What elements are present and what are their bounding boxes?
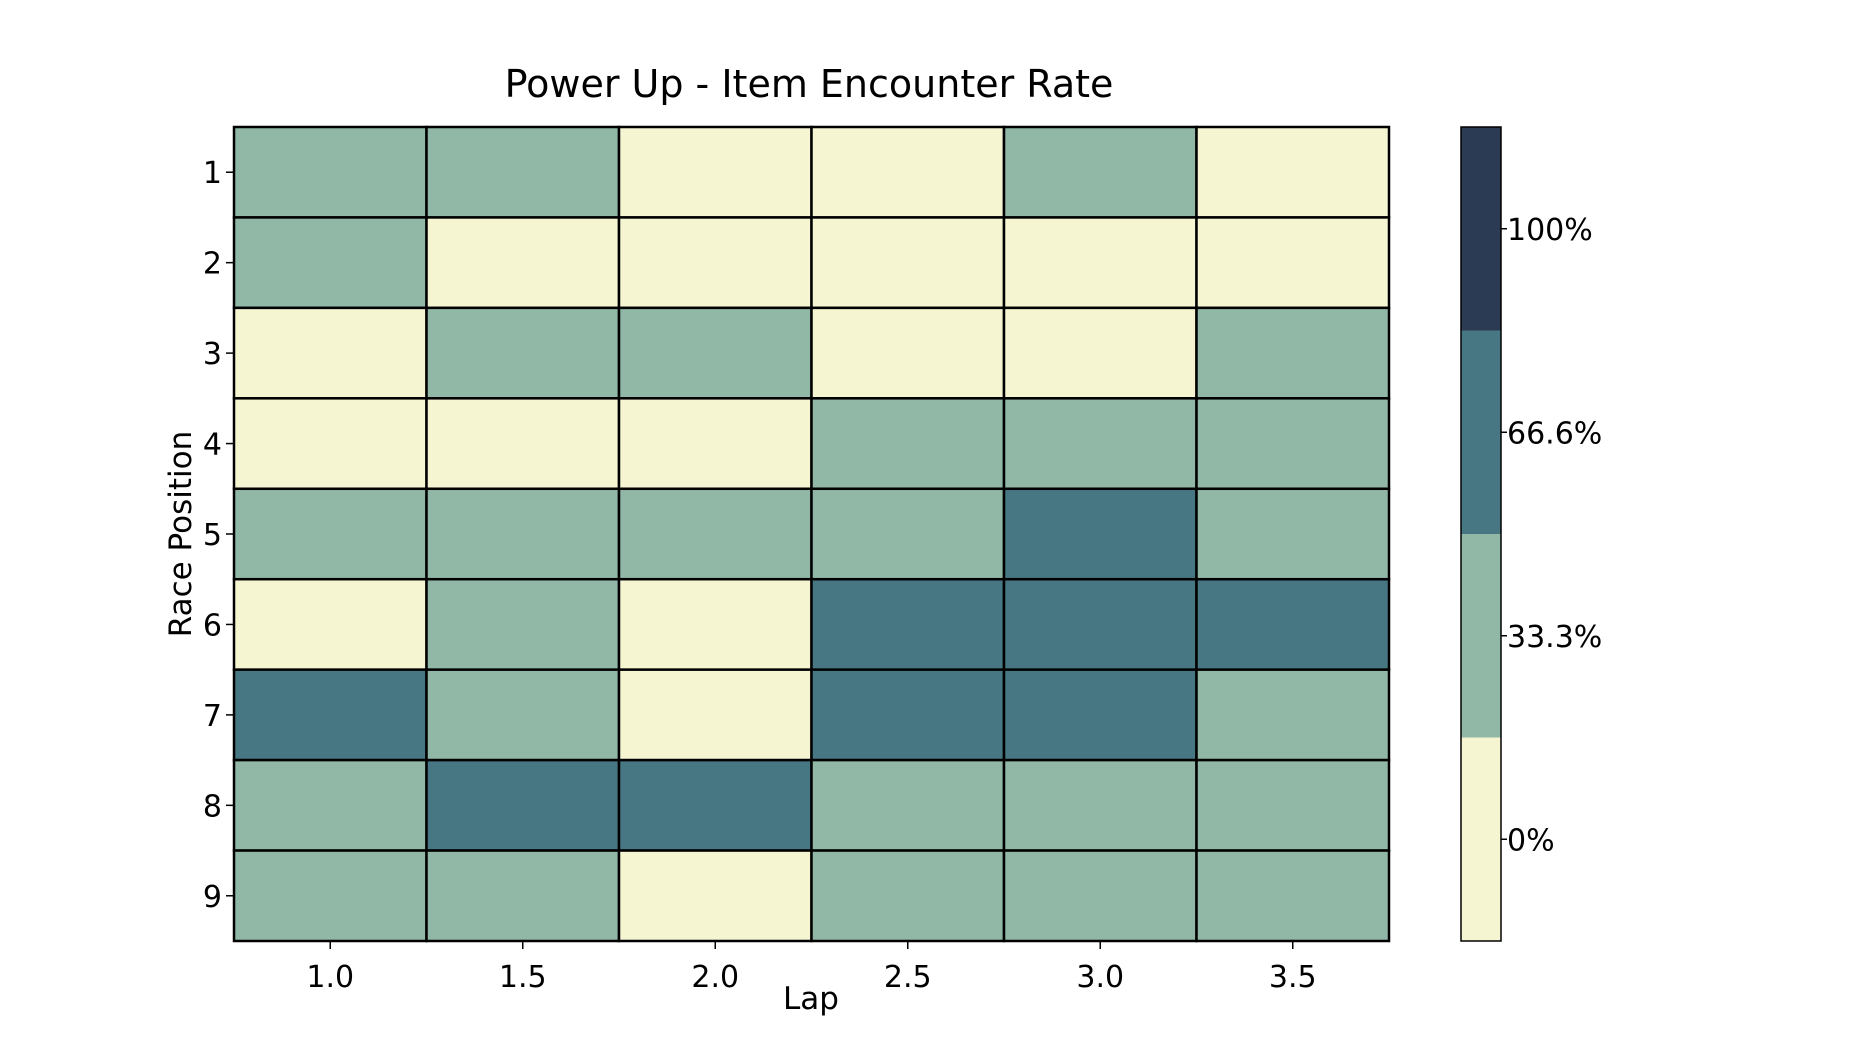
heatmap-cell bbox=[1195, 125, 1391, 219]
colorbar-label: 0% bbox=[1507, 823, 1555, 858]
heatmap-cell bbox=[1002, 668, 1198, 762]
y-tick-label: 9 bbox=[203, 880, 222, 915]
heatmap-cell bbox=[810, 758, 1006, 852]
heatmap-cell bbox=[1002, 487, 1198, 581]
heatmap-cell bbox=[810, 849, 1006, 943]
heatmap-cell bbox=[617, 668, 813, 762]
heatmap-cell bbox=[1002, 306, 1198, 400]
x-axis-ticks: 1.0 1.5 2.0 2.5 3.0 3.5 bbox=[306, 941, 1317, 995]
heatmap-cell bbox=[425, 577, 621, 671]
x-tick-label: 3.0 bbox=[1076, 960, 1124, 995]
heatmap-cell bbox=[232, 758, 428, 852]
heatmap-cell bbox=[1002, 397, 1198, 491]
y-tick-label: 7 bbox=[203, 699, 222, 734]
heatmap-cell bbox=[425, 216, 621, 310]
chart-title: Power Up - Item Encounter Rate bbox=[505, 62, 1114, 106]
heatmap-cell bbox=[425, 125, 621, 219]
heatmap-cell bbox=[810, 125, 1006, 219]
heatmap-cell bbox=[617, 306, 813, 400]
y-axis-ticks: 1 2 3 4 5 6 7 8 9 bbox=[203, 156, 234, 915]
x-axis-label: Lap bbox=[783, 981, 839, 1017]
heatmap-cell bbox=[232, 487, 428, 581]
colorbar-label: 33.3% bbox=[1507, 620, 1602, 655]
heatmap-cell bbox=[232, 397, 428, 491]
heatmap-cell bbox=[232, 306, 428, 400]
heatmap-cell bbox=[617, 397, 813, 491]
heatmap-cell bbox=[810, 306, 1006, 400]
heatmap-cell bbox=[617, 849, 813, 943]
heatmap-cell bbox=[1002, 849, 1198, 943]
x-tick-label: 1.0 bbox=[306, 960, 354, 995]
heatmap-cell bbox=[1002, 758, 1198, 852]
colorbar-segment bbox=[1461, 534, 1501, 738]
heatmap-cell bbox=[617, 577, 813, 671]
heatmap-cell bbox=[810, 216, 1006, 310]
heatmap-cells bbox=[232, 125, 1391, 943]
x-tick-label: 2.0 bbox=[691, 960, 739, 995]
heatmap-cell bbox=[1195, 216, 1391, 310]
y-tick-label: 2 bbox=[203, 247, 222, 282]
heatmap-cell bbox=[617, 487, 813, 581]
heatmap-cell bbox=[810, 397, 1006, 491]
y-tick-label: 8 bbox=[203, 789, 222, 824]
heatmap-cell bbox=[425, 668, 621, 762]
colorbar-label: 66.6% bbox=[1507, 416, 1602, 451]
heatmap-cell bbox=[1195, 306, 1391, 400]
heatmap-cell bbox=[617, 758, 813, 852]
heatmap-cell bbox=[425, 849, 621, 943]
y-tick-label: 5 bbox=[203, 518, 222, 553]
heatmap-cell bbox=[810, 668, 1006, 762]
x-tick-label: 2.5 bbox=[884, 960, 932, 995]
colorbar-label: 100% bbox=[1507, 213, 1593, 248]
colorbar-segment bbox=[1461, 737, 1501, 941]
heatmap-cell bbox=[425, 306, 621, 400]
heatmap-cell bbox=[425, 758, 621, 852]
heatmap-cell bbox=[425, 487, 621, 581]
y-tick-label: 6 bbox=[203, 608, 222, 643]
x-tick-label: 3.5 bbox=[1269, 960, 1317, 995]
heatmap-cell bbox=[617, 125, 813, 219]
heatmap-cell bbox=[617, 216, 813, 310]
heatmap-cell bbox=[232, 577, 428, 671]
colorbar: 0% 33.3% 66.6% 100% bbox=[1460, 126, 1602, 942]
heatmap-cell bbox=[1195, 668, 1391, 762]
heatmap-cell bbox=[425, 397, 621, 491]
heatmap-cell bbox=[232, 125, 428, 219]
y-tick-label: 1 bbox=[203, 156, 222, 191]
heatmap-cell bbox=[232, 216, 428, 310]
heatmap-cell bbox=[1195, 397, 1391, 491]
heatmap-cell bbox=[810, 577, 1006, 671]
colorbar-segment bbox=[1461, 127, 1501, 331]
heatmap-cell bbox=[232, 668, 428, 762]
heatmap-cell bbox=[232, 849, 428, 943]
heatmap-cell bbox=[1195, 487, 1391, 581]
heatmap-cell bbox=[810, 487, 1006, 581]
heatmap-cell bbox=[1002, 216, 1198, 310]
colorbar-segment bbox=[1461, 330, 1501, 534]
heatmap-cell bbox=[1195, 758, 1391, 852]
y-tick-label: 4 bbox=[203, 428, 222, 463]
x-tick-label: 1.5 bbox=[499, 960, 547, 995]
colorbar-frame bbox=[1460, 126, 1502, 942]
heatmap-cell bbox=[1002, 125, 1198, 219]
heatmap-cell bbox=[1195, 577, 1391, 671]
heatmap-cell bbox=[1195, 849, 1391, 943]
y-axis-label: Race Position bbox=[163, 431, 199, 638]
heatmap-cell bbox=[1002, 577, 1198, 671]
y-tick-label: 3 bbox=[203, 337, 222, 372]
